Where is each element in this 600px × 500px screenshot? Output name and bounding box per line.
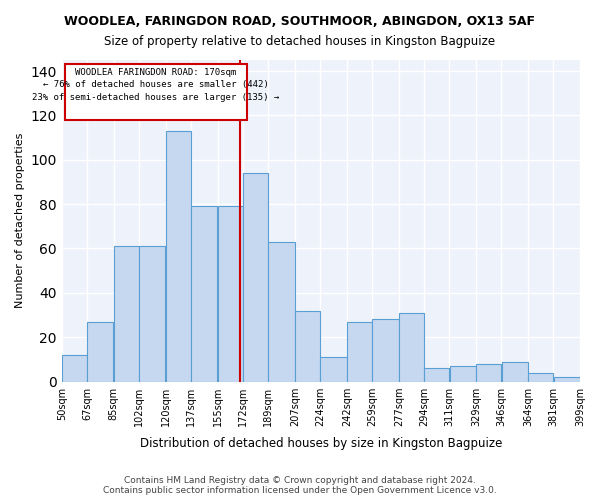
- Bar: [243, 173, 268, 382]
- Bar: [88, 322, 113, 382]
- Text: 23% of semi-detached houses are larger (135) →: 23% of semi-detached houses are larger (…: [32, 94, 280, 102]
- Text: ← 76% of detached houses are smaller (442): ← 76% of detached houses are smaller (44…: [43, 80, 269, 89]
- Bar: [449, 366, 476, 382]
- FancyBboxPatch shape: [65, 64, 247, 120]
- Bar: [114, 246, 139, 382]
- Text: Size of property relative to detached houses in Kingston Bagpuize: Size of property relative to detached ho…: [104, 35, 496, 48]
- Bar: [528, 372, 553, 382]
- Bar: [554, 377, 580, 382]
- Bar: [139, 246, 166, 382]
- Text: Contains HM Land Registry data © Crown copyright and database right 2024.
Contai: Contains HM Land Registry data © Crown c…: [103, 476, 497, 495]
- Bar: [424, 368, 449, 382]
- Bar: [191, 206, 217, 382]
- Bar: [347, 322, 372, 382]
- Y-axis label: Number of detached properties: Number of detached properties: [15, 133, 25, 308]
- Text: WOODLEA, FARINGDON ROAD, SOUTHMOOR, ABINGDON, OX13 5AF: WOODLEA, FARINGDON ROAD, SOUTHMOOR, ABIN…: [65, 15, 536, 28]
- Bar: [218, 206, 242, 382]
- X-axis label: Distribution of detached houses by size in Kingston Bagpuize: Distribution of detached houses by size …: [140, 437, 502, 450]
- Bar: [295, 310, 320, 382]
- Bar: [476, 364, 501, 382]
- Bar: [399, 313, 424, 382]
- Bar: [166, 131, 191, 382]
- Text: WOODLEA FARINGDON ROAD: 170sqm: WOODLEA FARINGDON ROAD: 170sqm: [76, 68, 237, 77]
- Bar: [268, 242, 295, 382]
- Bar: [62, 355, 87, 382]
- Bar: [320, 357, 347, 382]
- Bar: [373, 320, 398, 382]
- Bar: [502, 362, 528, 382]
